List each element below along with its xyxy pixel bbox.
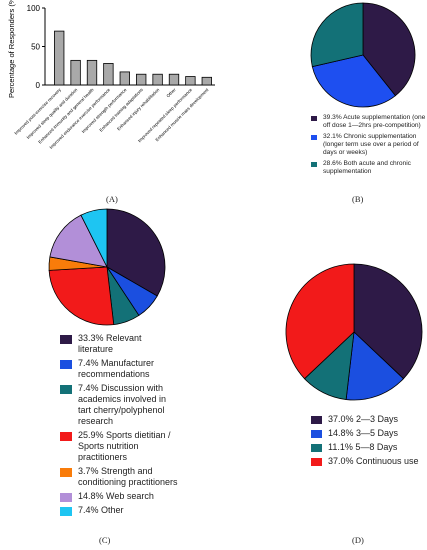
legend-swatch	[60, 432, 72, 441]
legend-swatch	[311, 135, 317, 140]
legend-swatch	[60, 468, 72, 477]
pie-slice	[80, 208, 108, 268]
legend-label: 33.3% Relevant literature	[78, 333, 142, 354]
legend-label: 25.9% Sports dietitian / Sports nutritio…	[78, 430, 171, 462]
pie-chart-d	[285, 263, 423, 401]
legend-item: 25.9% Sports dietitian / Sports nutritio…	[60, 430, 210, 463]
bar-chart-a: 0 50 100 Percentage of Responders (%) Improv…	[7, 0, 215, 150]
legend-swatch	[60, 493, 72, 502]
legend-d: 37.0% 2—3 Days 14.8% 3—5 Days 11.1% 5—8 Da…	[311, 414, 427, 470]
bar	[201, 76, 212, 86]
panel-label-b: (B)	[352, 194, 364, 204]
legend-item: 7.4% Discussion with academics involved …	[60, 383, 210, 427]
legend-label: 28.6% Both acute and chronic supplementa…	[323, 160, 411, 175]
legend-label: 37.0% Continuous use	[328, 456, 419, 466]
legend-item: 7.4% Manufacturer recommendations	[60, 358, 210, 380]
legend-swatch	[311, 162, 317, 167]
pie-slice	[310, 2, 364, 68]
legend-label: 14.8% 3—5 Days	[328, 428, 399, 438]
y-tick-label: 0	[36, 81, 41, 90]
legend-label: 7.4% Discussion with academics involved …	[78, 383, 167, 426]
pie-slice	[285, 263, 355, 380]
legend-swatch	[311, 430, 322, 438]
pie-slice	[353, 263, 423, 380]
pie-slice	[49, 214, 108, 268]
legend-label: 39.3% Acute supplementation (one off dos…	[323, 114, 426, 129]
y-tick-label: 50	[31, 43, 40, 52]
panel-label-c: (C)	[99, 535, 111, 545]
legend-item: 37.0% Continuous use	[311, 456, 427, 467]
legend-swatch	[311, 444, 322, 452]
legend-swatch	[311, 416, 322, 424]
legend-item: 32.1% Chronic supplementation (longer te…	[311, 133, 427, 157]
legend-item: 14.8% Web search	[60, 491, 210, 502]
pie-chart-c	[48, 208, 166, 326]
legend-item: 7.4% Other	[60, 505, 210, 516]
bar	[54, 30, 65, 86]
legend-label: 11.1% 5—8 Days	[328, 442, 398, 452]
legend-label: 14.8% Web search	[78, 491, 154, 501]
legend-item: 11.1% 5—8 Days	[311, 442, 427, 453]
bar	[86, 59, 98, 86]
legend-label: 7.4% Manufacturer recommendations	[78, 358, 155, 379]
y-tick-label: 100	[27, 4, 41, 13]
panel-label-a: (A)	[106, 194, 118, 204]
bar	[152, 73, 163, 86]
bar	[103, 63, 114, 86]
legend-swatch	[60, 360, 72, 369]
pie-slice	[345, 331, 405, 401]
bar	[168, 73, 180, 86]
pie-chart-b	[310, 2, 416, 108]
legend-swatch	[60, 385, 72, 394]
legend-c: 33.3% Relevant literature 7.4% Manufactur…	[60, 333, 210, 519]
legend-item: 3.7% Strength and conditioning practitio…	[60, 466, 210, 488]
panel-label-d: (D)	[352, 535, 364, 545]
legend-item: 33.3% Relevant literature	[60, 333, 210, 355]
pie-slice	[362, 2, 416, 97]
legend-item: 28.6% Both acute and chronic supplementa…	[311, 160, 427, 176]
bar	[70, 59, 81, 86]
legend-item: 37.0% 2—3 Days	[311, 414, 427, 425]
x-tick-label: Other	[165, 87, 177, 99]
panel-a: 0 50 100 Percentage of Responders (%) Improv…	[0, 0, 215, 200]
legend-swatch	[311, 458, 322, 466]
legend-label: 7.4% Other	[78, 505, 124, 515]
legend-swatch	[311, 116, 317, 121]
legend-b: 39.3% Acute supplementation (one off dos…	[311, 114, 427, 179]
legend-item: 39.3% Acute supplementation (one off dos…	[311, 114, 427, 130]
legend-label: 3.7% Strength and conditioning practitio…	[78, 466, 178, 487]
x-tick-label: Improved endurance exercise performance	[48, 87, 111, 150]
pie-slice	[48, 266, 115, 326]
bar	[119, 71, 130, 86]
legend-item: 14.8% 3—5 Days	[311, 428, 427, 439]
y-axis-label: Percentage of Responders (%)	[7, 0, 16, 98]
legend-label: 37.0% 2—3 Days	[328, 414, 399, 424]
bar	[136, 73, 147, 86]
bar	[185, 76, 196, 86]
legend-swatch	[60, 507, 72, 516]
legend-label: 32.1% Chronic supplementation (longer te…	[323, 133, 419, 156]
pie-slice	[106, 208, 166, 297]
pie-slice	[311, 54, 396, 108]
legend-swatch	[60, 335, 72, 344]
